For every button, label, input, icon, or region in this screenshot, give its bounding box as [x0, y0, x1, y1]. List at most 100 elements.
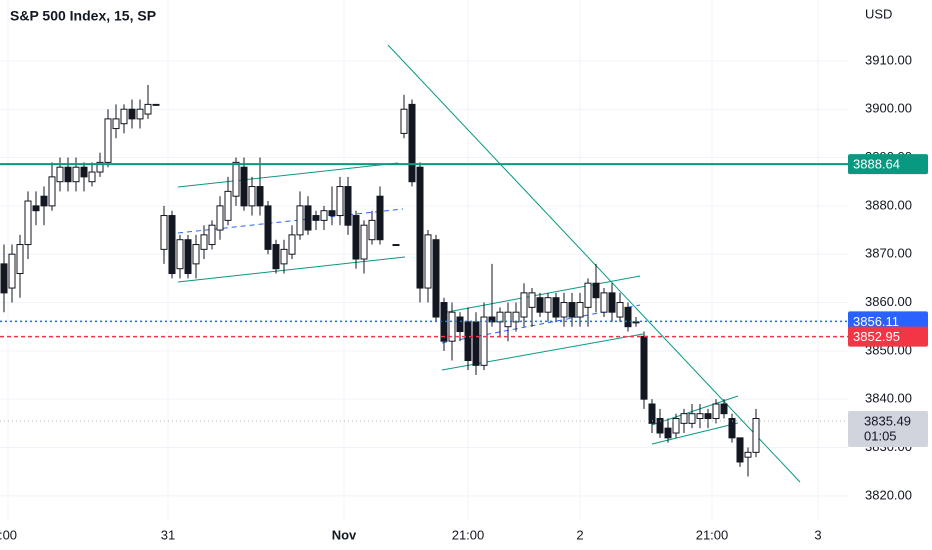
candle-body [712, 403, 720, 420]
chart-title: S&P 500 Index, 15, SP [10, 8, 156, 24]
price-label: 3888.64 [853, 157, 900, 172]
candle-body [688, 413, 696, 424]
candle-body [176, 239, 184, 270]
candle-body [616, 302, 624, 318]
candle-body [360, 224, 368, 260]
candle-body [504, 311, 512, 328]
candle-body [280, 248, 288, 265]
candle-body [416, 166, 424, 289]
candle-body [40, 195, 48, 207]
channel-line [177, 162, 399, 188]
price-axis: 3820.003830.003840.003850.003860.003870.… [0, 52, 912, 542]
candle-body [184, 239, 192, 275]
candle-body [64, 166, 72, 183]
channel-line [177, 256, 406, 283]
candle-body [512, 311, 520, 323]
candle-body [656, 418, 664, 434]
candle-body [680, 413, 688, 424]
candle-body [328, 210, 336, 217]
candle-body [0, 263, 8, 294]
x-tick-label: Nov [332, 527, 357, 542]
candle-body [224, 190, 232, 221]
candle-body [592, 282, 600, 299]
candle-body [464, 321, 472, 362]
price-label: 3852.95 [853, 329, 900, 344]
candle-body [8, 253, 16, 289]
candle-body [32, 205, 40, 212]
y-tick-label: 3820.00 [865, 487, 912, 502]
candle-body [536, 297, 544, 313]
candle-body [448, 311, 456, 342]
candle-body [600, 292, 608, 313]
price-label-box [848, 326, 928, 347]
last-price-label: 3835.49 [864, 413, 911, 428]
last-price-box [848, 410, 928, 447]
price-label: 3856.11 [853, 314, 899, 329]
candle-body [352, 215, 360, 260]
candle-body [736, 437, 744, 463]
candle-body [472, 321, 480, 366]
candle-body [744, 451, 752, 458]
candle-body [232, 161, 240, 197]
y-tick-label: 3880.00 [865, 197, 912, 212]
candle-body [272, 244, 280, 270]
channel-line [651, 422, 739, 445]
x-tick-label: 2 [576, 527, 583, 542]
y-tick-label: 3870.00 [865, 246, 912, 261]
candle-body [584, 282, 592, 308]
candle-body [752, 418, 760, 453]
candle-body [96, 161, 104, 173]
candle-body [160, 215, 168, 250]
grid [0, 0, 848, 520]
candle-body [624, 306, 632, 328]
candle-body [344, 186, 352, 226]
candles [0, 85, 760, 477]
y-tick-label: 3900.00 [865, 101, 912, 116]
candle-body [56, 166, 64, 183]
candle-body [336, 186, 344, 217]
candle-body [312, 215, 320, 221]
x-tick-label: 3 [814, 527, 821, 542]
candle-body [552, 297, 560, 318]
y-tick-label: 3860.00 [865, 294, 912, 309]
candle-body [72, 166, 80, 183]
candle-body [152, 103, 160, 106]
candle-body [520, 292, 528, 318]
candle-body [480, 316, 488, 366]
y-tick-label: 3840.00 [865, 391, 912, 406]
candle-body [528, 292, 536, 308]
candle-body [456, 316, 464, 333]
candle-body [304, 205, 312, 231]
candle-body [704, 413, 712, 420]
candle-body [16, 244, 24, 275]
y-tick-label: 3910.00 [865, 52, 912, 67]
candle-body [24, 200, 32, 246]
candle-body [288, 234, 296, 255]
candle-body [720, 403, 728, 415]
channel-line [441, 275, 641, 314]
candle-body [640, 335, 648, 400]
x-tick-label: 21:00 [452, 527, 485, 542]
candle-body [568, 302, 576, 318]
candle-body [208, 224, 216, 246]
candle-body [192, 244, 200, 265]
candle-body [664, 427, 672, 439]
candle-body [576, 302, 584, 318]
candle-body [112, 118, 120, 130]
candle-body [320, 210, 328, 221]
candle-body [296, 205, 304, 236]
candle-body [408, 103, 416, 183]
candle-body [216, 205, 224, 231]
candle-body [200, 234, 208, 250]
candle-body [128, 108, 136, 120]
candle-body [696, 413, 704, 420]
candle-body [672, 418, 680, 434]
candle-body [88, 171, 96, 183]
x-tick-label: 31 [161, 527, 175, 542]
candle-body [728, 418, 736, 439]
candle-body [368, 219, 376, 241]
channel-mid-line [441, 304, 641, 344]
candle-body [392, 244, 400, 247]
